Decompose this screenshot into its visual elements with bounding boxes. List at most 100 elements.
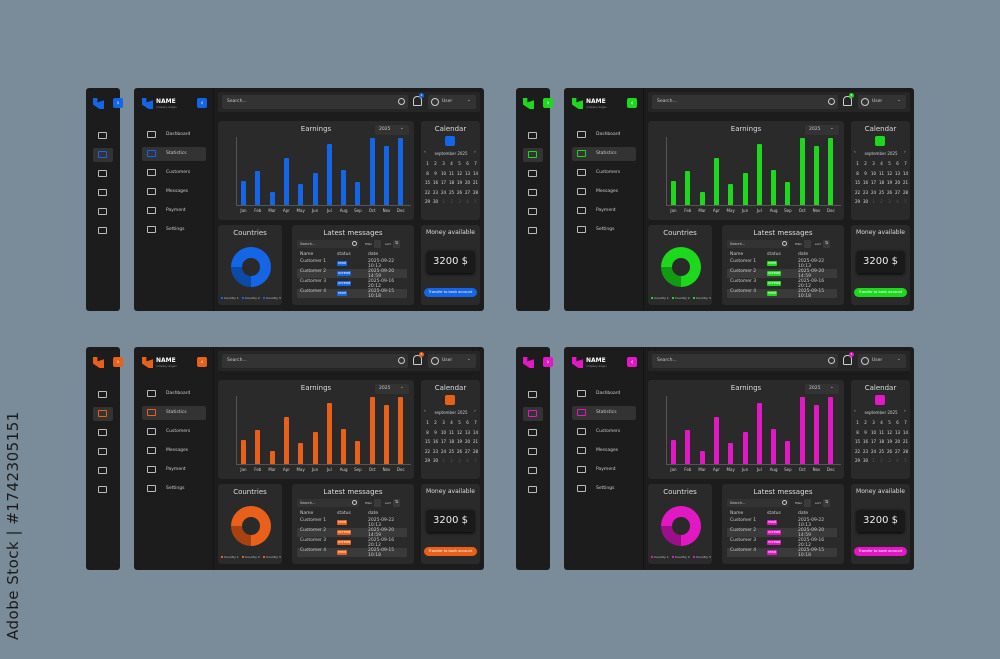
- calendar-day[interactable]: 28: [472, 448, 479, 454]
- user-menu[interactable]: User ⌄: [428, 95, 476, 109]
- sidebar-item-settings[interactable]: Settings: [572, 223, 636, 237]
- calendar-day[interactable]: 3: [872, 420, 875, 425]
- calendar-day[interactable]: 8: [426, 429, 429, 435]
- calendar-day[interactable]: 5: [904, 199, 907, 204]
- calendar-day[interactable]: 18: [448, 180, 455, 185]
- calendar-day[interactable]: 3: [442, 420, 445, 425]
- calendar-day[interactable]: 7: [904, 420, 907, 425]
- sidebar-item-messages[interactable]: Messages: [142, 185, 206, 199]
- calendar-day[interactable]: 3: [442, 161, 445, 166]
- filter-button[interactable]: [804, 240, 811, 248]
- mini-nav-customers[interactable]: [93, 426, 113, 440]
- calendar-day[interactable]: 1: [856, 161, 859, 166]
- table-row[interactable]: Customer 1 read 2025-09-22 10:13: [297, 518, 407, 528]
- search-input[interactable]: Search...: [652, 354, 838, 368]
- next-month-button[interactable]: ›: [474, 409, 476, 414]
- calendar-day[interactable]: 1: [856, 420, 859, 425]
- calendar-day[interactable]: 12: [886, 429, 893, 435]
- calendar-day[interactable]: 1: [426, 420, 429, 425]
- year-select[interactable]: 2025 ⌄: [805, 125, 839, 135]
- calendar-day[interactable]: 13: [894, 429, 901, 435]
- calendar-day[interactable]: 4: [450, 161, 453, 166]
- calendar-day[interactable]: 6: [896, 161, 899, 166]
- sidebar-item-settings[interactable]: Settings: [142, 482, 206, 496]
- calendar-day[interactable]: 19: [456, 439, 463, 444]
- calendar-day[interactable]: 29: [424, 458, 431, 463]
- calendar-day[interactable]: 20: [464, 180, 471, 185]
- calendar-day[interactable]: 24: [870, 448, 877, 454]
- sidebar-item-payment[interactable]: Payment: [572, 463, 636, 477]
- user-menu[interactable]: User ⌄: [858, 354, 906, 368]
- calendar-day[interactable]: 1: [442, 199, 445, 204]
- calendar-day[interactable]: 22: [854, 189, 861, 195]
- calendar-day[interactable]: 15: [854, 180, 861, 185]
- calendar-day[interactable]: 4: [450, 420, 453, 425]
- mini-nav-statistics[interactable]: [523, 148, 543, 162]
- expand-sidebar-button[interactable]: ›: [543, 357, 553, 367]
- calendar-day[interactable]: 28: [902, 448, 909, 454]
- table-row[interactable]: Customer 1 read 2025-09-22 10:13: [297, 259, 407, 269]
- calendar-day[interactable]: 2: [880, 199, 883, 204]
- calendar-day[interactable]: 20: [894, 180, 901, 185]
- calendar-day[interactable]: 16: [862, 180, 869, 185]
- calendar-day[interactable]: 6: [466, 161, 469, 166]
- table-row[interactable]: Customer 2 unread 2025-09-20 14:59: [297, 269, 407, 279]
- calendar-day[interactable]: 10: [440, 429, 447, 435]
- calendar-day[interactable]: 16: [862, 439, 869, 444]
- table-row[interactable]: Customer 4 read 2025-09-15 10:18: [297, 548, 407, 558]
- table-row[interactable]: Customer 2 unread 2025-09-20 14:59: [727, 269, 837, 279]
- calendar-day[interactable]: 11: [448, 429, 455, 435]
- calendar-day[interactable]: 27: [464, 189, 471, 195]
- next-month-button[interactable]: ›: [904, 150, 906, 155]
- messages-search-input[interactable]: Search...: [727, 240, 789, 248]
- table-row[interactable]: Customer 2 unread 2025-09-20 14:59: [297, 528, 407, 538]
- calendar-day[interactable]: 23: [432, 189, 439, 195]
- table-row[interactable]: Customer 3 unread 2025-09-16 20:12: [727, 279, 837, 289]
- expand-sidebar-button[interactable]: ›: [113, 98, 123, 108]
- calendar-day[interactable]: 10: [440, 170, 447, 176]
- search-input[interactable]: Search...: [652, 95, 838, 109]
- sort-button[interactable]: ⇅: [823, 499, 830, 507]
- sidebar-item-statistics[interactable]: Statistics: [572, 406, 636, 420]
- year-select[interactable]: 2025 ⌄: [375, 384, 409, 394]
- mini-nav-messages[interactable]: [93, 445, 113, 459]
- calendar-day[interactable]: 29: [424, 199, 431, 204]
- calendar-day[interactable]: 30: [432, 458, 439, 463]
- calendar-day[interactable]: 5: [458, 161, 461, 166]
- collapse-sidebar-button[interactable]: ‹: [197, 357, 207, 367]
- mini-nav-customers[interactable]: [93, 167, 113, 181]
- calendar-day[interactable]: 20: [894, 439, 901, 444]
- table-row[interactable]: Customer 3 unread 2025-09-16 20:12: [297, 538, 407, 548]
- calendar-day[interactable]: 15: [854, 439, 861, 444]
- prev-month-button[interactable]: ‹: [854, 409, 856, 414]
- calendar-day[interactable]: 14: [902, 170, 909, 176]
- calendar-day[interactable]: 27: [464, 448, 471, 454]
- prev-month-button[interactable]: ‹: [424, 409, 426, 414]
- calendar-day[interactable]: 24: [440, 189, 447, 195]
- user-menu[interactable]: User ⌄: [428, 354, 476, 368]
- mini-nav-payment[interactable]: [93, 464, 113, 478]
- mini-nav-settings[interactable]: [93, 483, 113, 497]
- sidebar-item-messages[interactable]: Messages: [572, 444, 636, 458]
- calendar-day[interactable]: 2: [864, 420, 867, 425]
- calendar-day[interactable]: 21: [472, 439, 479, 444]
- next-month-button[interactable]: ›: [474, 150, 476, 155]
- calendar-day[interactable]: 3: [872, 161, 875, 166]
- year-select[interactable]: 2025 ⌄: [805, 384, 839, 394]
- calendar-day[interactable]: 5: [458, 420, 461, 425]
- calendar-day[interactable]: 25: [448, 189, 455, 195]
- calendar-day[interactable]: 2: [864, 161, 867, 166]
- transfer-button[interactable]: Transfer to bank account: [854, 547, 907, 556]
- calendar-day[interactable]: 27: [894, 448, 901, 454]
- table-row[interactable]: Customer 3 unread 2025-09-16 20:12: [297, 279, 407, 289]
- calendar-day[interactable]: 5: [888, 161, 891, 166]
- calendar-day[interactable]: 30: [862, 199, 869, 204]
- calendar-day[interactable]: 4: [466, 199, 469, 204]
- calendar-day[interactable]: 2: [434, 420, 437, 425]
- calendar-day[interactable]: 19: [886, 180, 893, 185]
- calendar-day[interactable]: 8: [856, 429, 859, 435]
- sort-button[interactable]: ⇅: [393, 240, 400, 248]
- calendar-day[interactable]: 21: [902, 439, 909, 444]
- mini-nav-dashboard[interactable]: [93, 388, 113, 402]
- prev-month-button[interactable]: ‹: [854, 150, 856, 155]
